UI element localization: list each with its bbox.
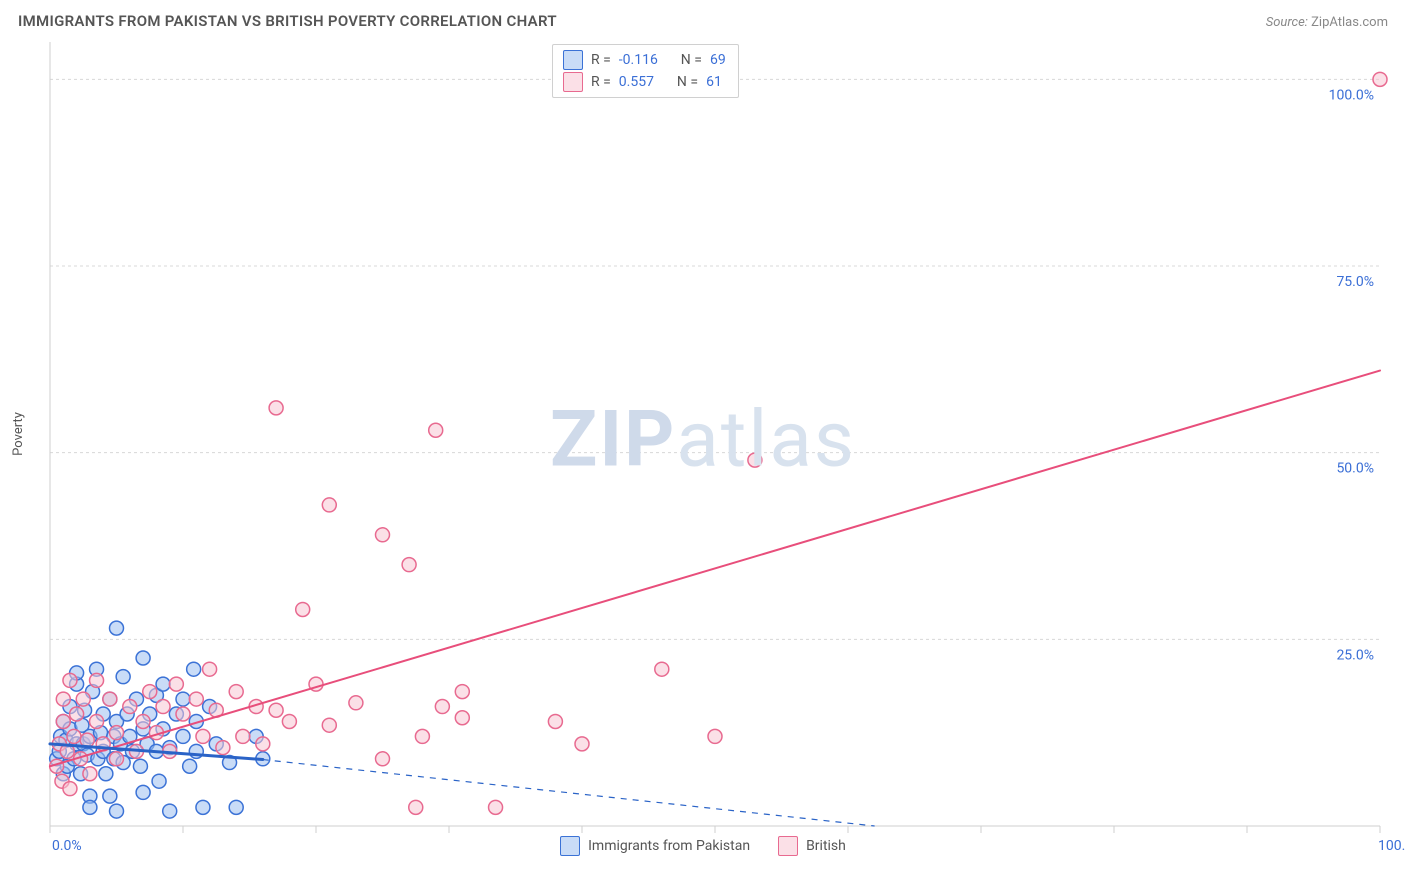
svg-text:25.0%: 25.0%	[1336, 647, 1374, 663]
svg-text:Poverty: Poverty	[11, 412, 26, 456]
source-label: Source:	[1266, 15, 1308, 30]
chart-title: IMMIGRANTS FROM PAKISTAN VS BRITISH POVE…	[18, 12, 557, 30]
legend-r-label: R =	[591, 49, 611, 71]
source-value: ZipAtlas.com	[1311, 15, 1388, 30]
svg-text:100.0%: 100.0%	[1329, 87, 1374, 103]
legend-r-value: -0.116	[619, 49, 658, 71]
svg-text:50.0%: 50.0%	[1336, 461, 1374, 477]
legend-n-label: N =	[677, 71, 698, 93]
series-legend: Immigrants from Pakistan British	[0, 836, 1406, 856]
swatch-pink-icon	[778, 836, 798, 856]
series-legend-label: Immigrants from Pakistan	[588, 838, 750, 854]
legend-row-blue: R = -0.116 N = 69	[563, 49, 726, 71]
series-legend-label: British	[806, 838, 846, 854]
legend-r-label: R =	[591, 71, 611, 93]
chart-area: 25.0%50.0%75.0%100.0%0.0%100.0%Poverty Z…	[0, 34, 1406, 864]
legend-r-value: 0.557	[619, 71, 654, 93]
correlation-legend: R = -0.116 N = 69 R = 0.557 N = 61	[552, 44, 739, 98]
swatch-blue-icon	[560, 836, 580, 856]
swatch-blue-icon	[563, 50, 583, 70]
legend-row-pink: R = 0.557 N = 61	[563, 71, 726, 93]
series-legend-item-blue: Immigrants from Pakistan	[560, 836, 750, 856]
chart-source: Source: ZipAtlas.com	[1266, 15, 1388, 30]
chart-header: IMMIGRANTS FROM PAKISTAN VS BRITISH POVE…	[0, 0, 1406, 34]
legend-n-value: 61	[706, 71, 722, 93]
scatter-chart: 25.0%50.0%75.0%100.0%0.0%100.0%Poverty	[0, 34, 1406, 864]
legend-n-label: N =	[681, 49, 702, 71]
swatch-pink-icon	[563, 72, 583, 92]
svg-text:75.0%: 75.0%	[1336, 274, 1374, 290]
legend-n-value: 69	[710, 49, 726, 71]
series-legend-item-pink: British	[778, 836, 846, 856]
